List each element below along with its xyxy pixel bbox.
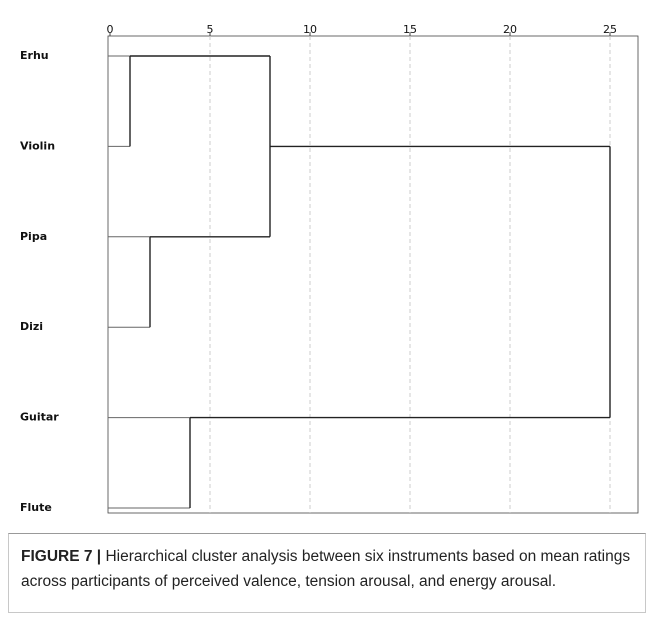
chart: 0 5 10 15 20 25 Erhu Violin Pipa Dizi Guitar Flute xyxy=(20,23,639,514)
x-tick-label: 5 xyxy=(207,23,214,36)
leaf-label: Flute xyxy=(20,501,52,514)
leaf-label: Erhu xyxy=(20,49,49,62)
caption: FIGURE 7 | Hierarchical cluster analysis… xyxy=(8,533,646,613)
x-tick-label: 20 xyxy=(503,23,517,36)
leaf-label: Dizi xyxy=(20,320,43,333)
leaf-label: Guitar xyxy=(20,411,59,424)
leaf-label: Violin xyxy=(20,139,55,152)
leaf-label: Pipa xyxy=(20,230,47,243)
x-tick-label: 10 xyxy=(303,23,317,36)
caption-text: Hierarchical cluster analysis between si… xyxy=(21,548,631,590)
x-tick-label: 0 xyxy=(107,23,114,36)
x-tick-label: 25 xyxy=(603,23,617,36)
caption-label: FIGURE 7 | xyxy=(21,548,102,565)
plot-frame xyxy=(107,35,639,514)
x-tick-label: 15 xyxy=(403,23,417,36)
